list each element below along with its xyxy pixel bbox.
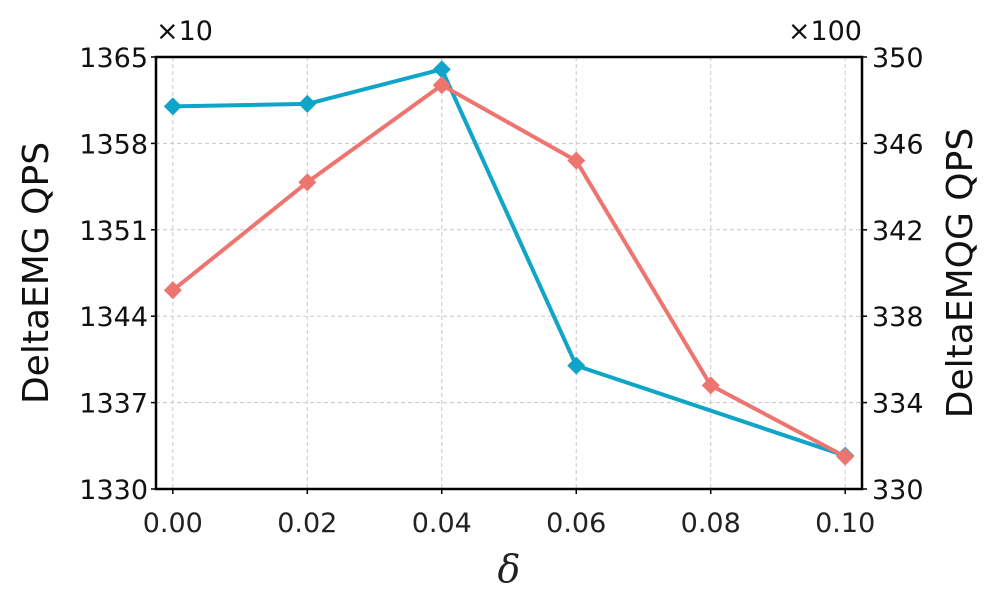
series-right-line xyxy=(171,83,847,459)
y-right-tick-label: 350 xyxy=(872,43,924,74)
series-layer xyxy=(163,60,855,466)
series-left-line xyxy=(172,67,846,458)
y-left-tick-label: 1358 xyxy=(79,129,148,160)
ticks: 0.00 0.02 0.04 0.06 0.08 0.10 1330 1337 1344 1351… xyxy=(79,43,923,539)
series-right-point xyxy=(836,447,855,466)
series-left-point xyxy=(298,94,317,113)
series-left-point xyxy=(567,356,586,375)
series-left-point xyxy=(163,97,182,116)
x-tick-label: 0.08 xyxy=(681,508,741,539)
x-tick-label: 0.02 xyxy=(277,508,337,539)
x-tick-label: 0.00 xyxy=(143,508,203,539)
x-tick-label: 0.10 xyxy=(815,508,875,539)
y-left-tick-label: 1351 xyxy=(79,216,148,247)
y-right-tick-label: 330 xyxy=(872,475,924,506)
x-tick-label: 0.06 xyxy=(546,508,606,539)
y-right-tick-label: 342 xyxy=(872,216,924,247)
series-right-point xyxy=(432,76,451,95)
y-left-tick-label: 1330 xyxy=(79,475,148,506)
x-axis-label: δ xyxy=(498,547,521,591)
series-right-point xyxy=(298,173,317,192)
y-right-tick-label: 346 xyxy=(872,129,924,160)
y-left-tick-label: 1344 xyxy=(79,302,148,333)
y-right-tick-label: 338 xyxy=(872,302,924,333)
y-right-tick-label: 334 xyxy=(872,389,924,420)
series-left-point xyxy=(432,60,451,79)
y-right-axis-label: DeltaEMQG QPS xyxy=(940,128,981,418)
series-right-point xyxy=(701,376,720,395)
right-axis-multiplier: ×100 xyxy=(788,16,862,47)
y-left-tick-label: 1365 xyxy=(79,43,148,74)
left-axis-multiplier: ×10 xyxy=(156,16,213,47)
series-right-point xyxy=(163,281,182,300)
plot-frame xyxy=(154,55,864,491)
y-left-tick-label: 1337 xyxy=(79,389,148,420)
x-tick-label: 0.04 xyxy=(412,508,472,539)
y-left-axis-label: DeltaEMG QPS xyxy=(16,142,57,404)
series-right-point xyxy=(567,151,586,170)
